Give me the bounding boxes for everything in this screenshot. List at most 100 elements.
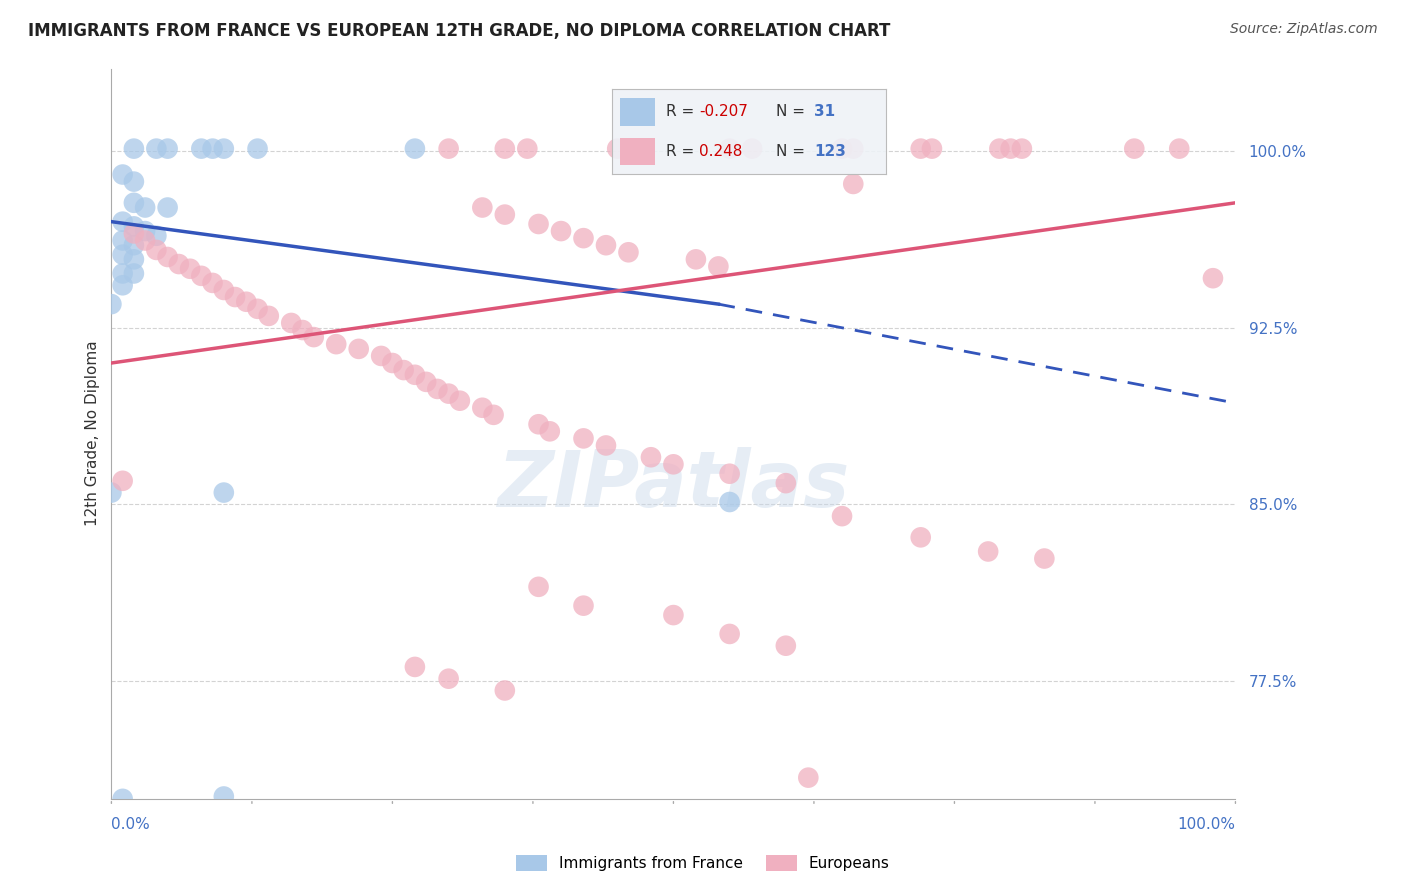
- Text: 31: 31: [814, 104, 835, 120]
- Point: [212, 142, 235, 156]
- Point: [325, 337, 347, 351]
- Point: [685, 252, 707, 267]
- Text: 0.0%: 0.0%: [111, 817, 150, 832]
- Point: [111, 278, 134, 293]
- Point: [718, 467, 741, 481]
- Point: [122, 219, 145, 234]
- Point: [415, 375, 437, 389]
- Point: [516, 142, 538, 156]
- Point: [134, 234, 156, 248]
- Bar: [620, 98, 655, 126]
- Point: [201, 142, 224, 156]
- Point: [212, 283, 235, 297]
- Point: [775, 476, 797, 491]
- Point: [606, 142, 628, 156]
- Point: [707, 260, 730, 274]
- Point: [977, 544, 1000, 558]
- Text: N =: N =: [776, 104, 810, 120]
- Point: [617, 245, 640, 260]
- Point: [302, 330, 325, 344]
- Text: 0.248: 0.248: [699, 144, 742, 159]
- Point: [921, 142, 943, 156]
- Bar: [620, 137, 655, 165]
- Point: [538, 425, 561, 439]
- Point: [1202, 271, 1225, 285]
- Point: [662, 608, 685, 623]
- Point: [718, 627, 741, 641]
- Point: [662, 458, 685, 472]
- Point: [280, 316, 302, 330]
- Point: [550, 224, 572, 238]
- Point: [167, 257, 190, 271]
- Point: [527, 580, 550, 594]
- Point: [494, 208, 516, 222]
- Point: [122, 175, 145, 189]
- Point: [122, 238, 145, 252]
- Point: [471, 201, 494, 215]
- Point: [718, 495, 741, 509]
- Point: [842, 142, 865, 156]
- Point: [718, 142, 741, 156]
- Point: [988, 142, 1011, 156]
- Point: [797, 771, 820, 785]
- Text: 123: 123: [814, 144, 846, 159]
- Point: [100, 297, 122, 311]
- Point: [122, 142, 145, 156]
- Point: [190, 142, 212, 156]
- Point: [156, 201, 179, 215]
- Legend: Immigrants from France, Europeans: Immigrants from France, Europeans: [510, 849, 896, 877]
- Point: [910, 530, 932, 544]
- Point: [134, 201, 156, 215]
- Point: [111, 474, 134, 488]
- Point: [741, 142, 763, 156]
- Point: [842, 177, 865, 191]
- Point: [111, 168, 134, 182]
- Point: [471, 401, 494, 415]
- Text: ZIPatlas: ZIPatlas: [498, 447, 849, 523]
- Point: [347, 342, 370, 356]
- Point: [246, 142, 269, 156]
- Point: [572, 599, 595, 613]
- Point: [145, 243, 167, 257]
- Point: [494, 142, 516, 156]
- Point: [201, 276, 224, 290]
- Point: [100, 485, 122, 500]
- Point: [404, 142, 426, 156]
- Point: [527, 417, 550, 432]
- Point: [640, 450, 662, 465]
- Point: [370, 349, 392, 363]
- Point: [1000, 142, 1022, 156]
- Point: [122, 252, 145, 267]
- Point: [910, 142, 932, 156]
- Point: [831, 142, 853, 156]
- Y-axis label: 12th Grade, No Diploma: 12th Grade, No Diploma: [86, 341, 100, 526]
- Point: [224, 290, 246, 304]
- Point: [122, 267, 145, 281]
- Text: Source: ZipAtlas.com: Source: ZipAtlas.com: [1230, 22, 1378, 37]
- Point: [179, 261, 201, 276]
- Point: [494, 683, 516, 698]
- Point: [257, 309, 280, 323]
- Text: IMMIGRANTS FROM FRANCE VS EUROPEAN 12TH GRADE, NO DIPLOMA CORRELATION CHART: IMMIGRANTS FROM FRANCE VS EUROPEAN 12TH …: [28, 22, 890, 40]
- Point: [145, 228, 167, 243]
- Text: 100.0%: 100.0%: [1177, 817, 1236, 832]
- Point: [482, 408, 505, 422]
- Point: [404, 660, 426, 674]
- Point: [831, 509, 853, 524]
- Point: [134, 224, 156, 238]
- Text: -0.207: -0.207: [699, 104, 748, 120]
- Point: [122, 227, 145, 241]
- Point: [1168, 142, 1191, 156]
- Point: [145, 142, 167, 156]
- Point: [1033, 551, 1056, 566]
- Point: [111, 267, 134, 281]
- Point: [235, 294, 257, 309]
- Point: [111, 792, 134, 806]
- Point: [392, 363, 415, 377]
- Point: [404, 368, 426, 382]
- Point: [122, 195, 145, 210]
- Point: [437, 142, 460, 156]
- Point: [156, 142, 179, 156]
- Point: [595, 238, 617, 252]
- Point: [437, 386, 460, 401]
